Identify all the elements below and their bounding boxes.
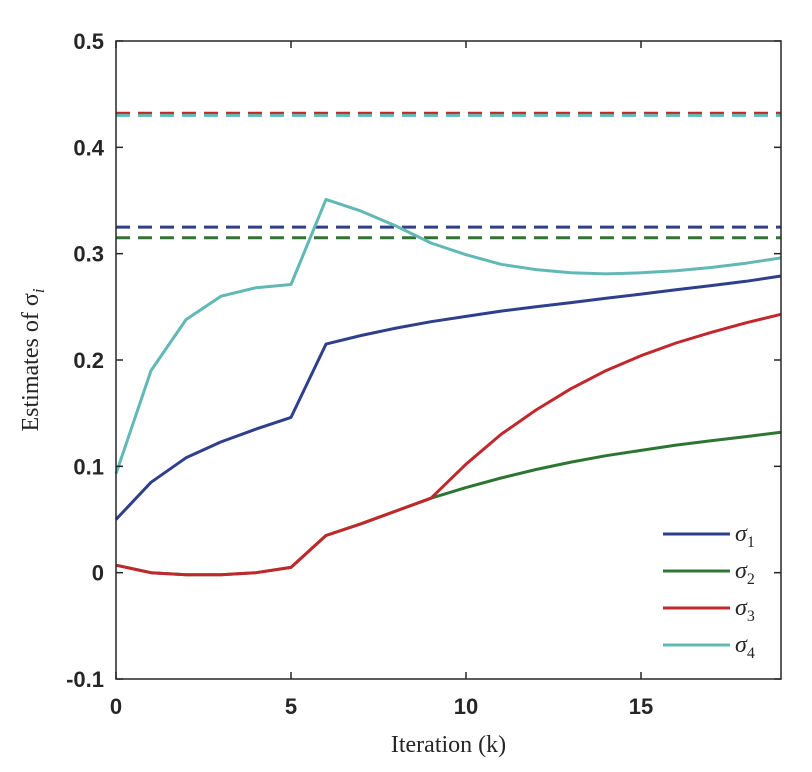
axis-ticks: -0.100.10.20.30.40.50 5 10 15 [66, 29, 781, 719]
series-line-1 [114, 274, 782, 521]
series-lines [114, 197, 782, 577]
series-line-2 [115, 430, 782, 577]
legend-label-1: σ1 [735, 521, 755, 551]
y-tick-label: 0.3 [73, 242, 104, 267]
legend-label-4: σ4 [735, 632, 755, 662]
y-tick-label: 0.4 [73, 135, 104, 160]
y-axis-title: Estimates of σi [18, 288, 48, 431]
legend-label-2: σ2 [735, 558, 755, 588]
y-tick-label: 0.2 [73, 348, 104, 373]
y-tick-label: 0.1 [73, 454, 104, 479]
y-tick-label: -0.1 [66, 667, 104, 692]
reference-lines [116, 111, 781, 240]
x-axis-title: Iteration (k) [391, 732, 506, 758]
x-tick-label: 5 [285, 694, 297, 719]
y-tick-label: 0 [92, 561, 104, 586]
plot-frame [115, 40, 782, 680]
x-tick-label: 15 [629, 694, 653, 719]
x-tick-label: 10 [454, 694, 478, 719]
y-tick-label: 0.5 [73, 29, 104, 54]
legend: σ1 σ2 σ3 σ4 [663, 521, 755, 662]
series-line-4 [114, 197, 782, 475]
x-tick-label: 0 [110, 694, 122, 719]
series-line-3 [115, 312, 782, 577]
legend-label-3: σ3 [735, 595, 755, 625]
